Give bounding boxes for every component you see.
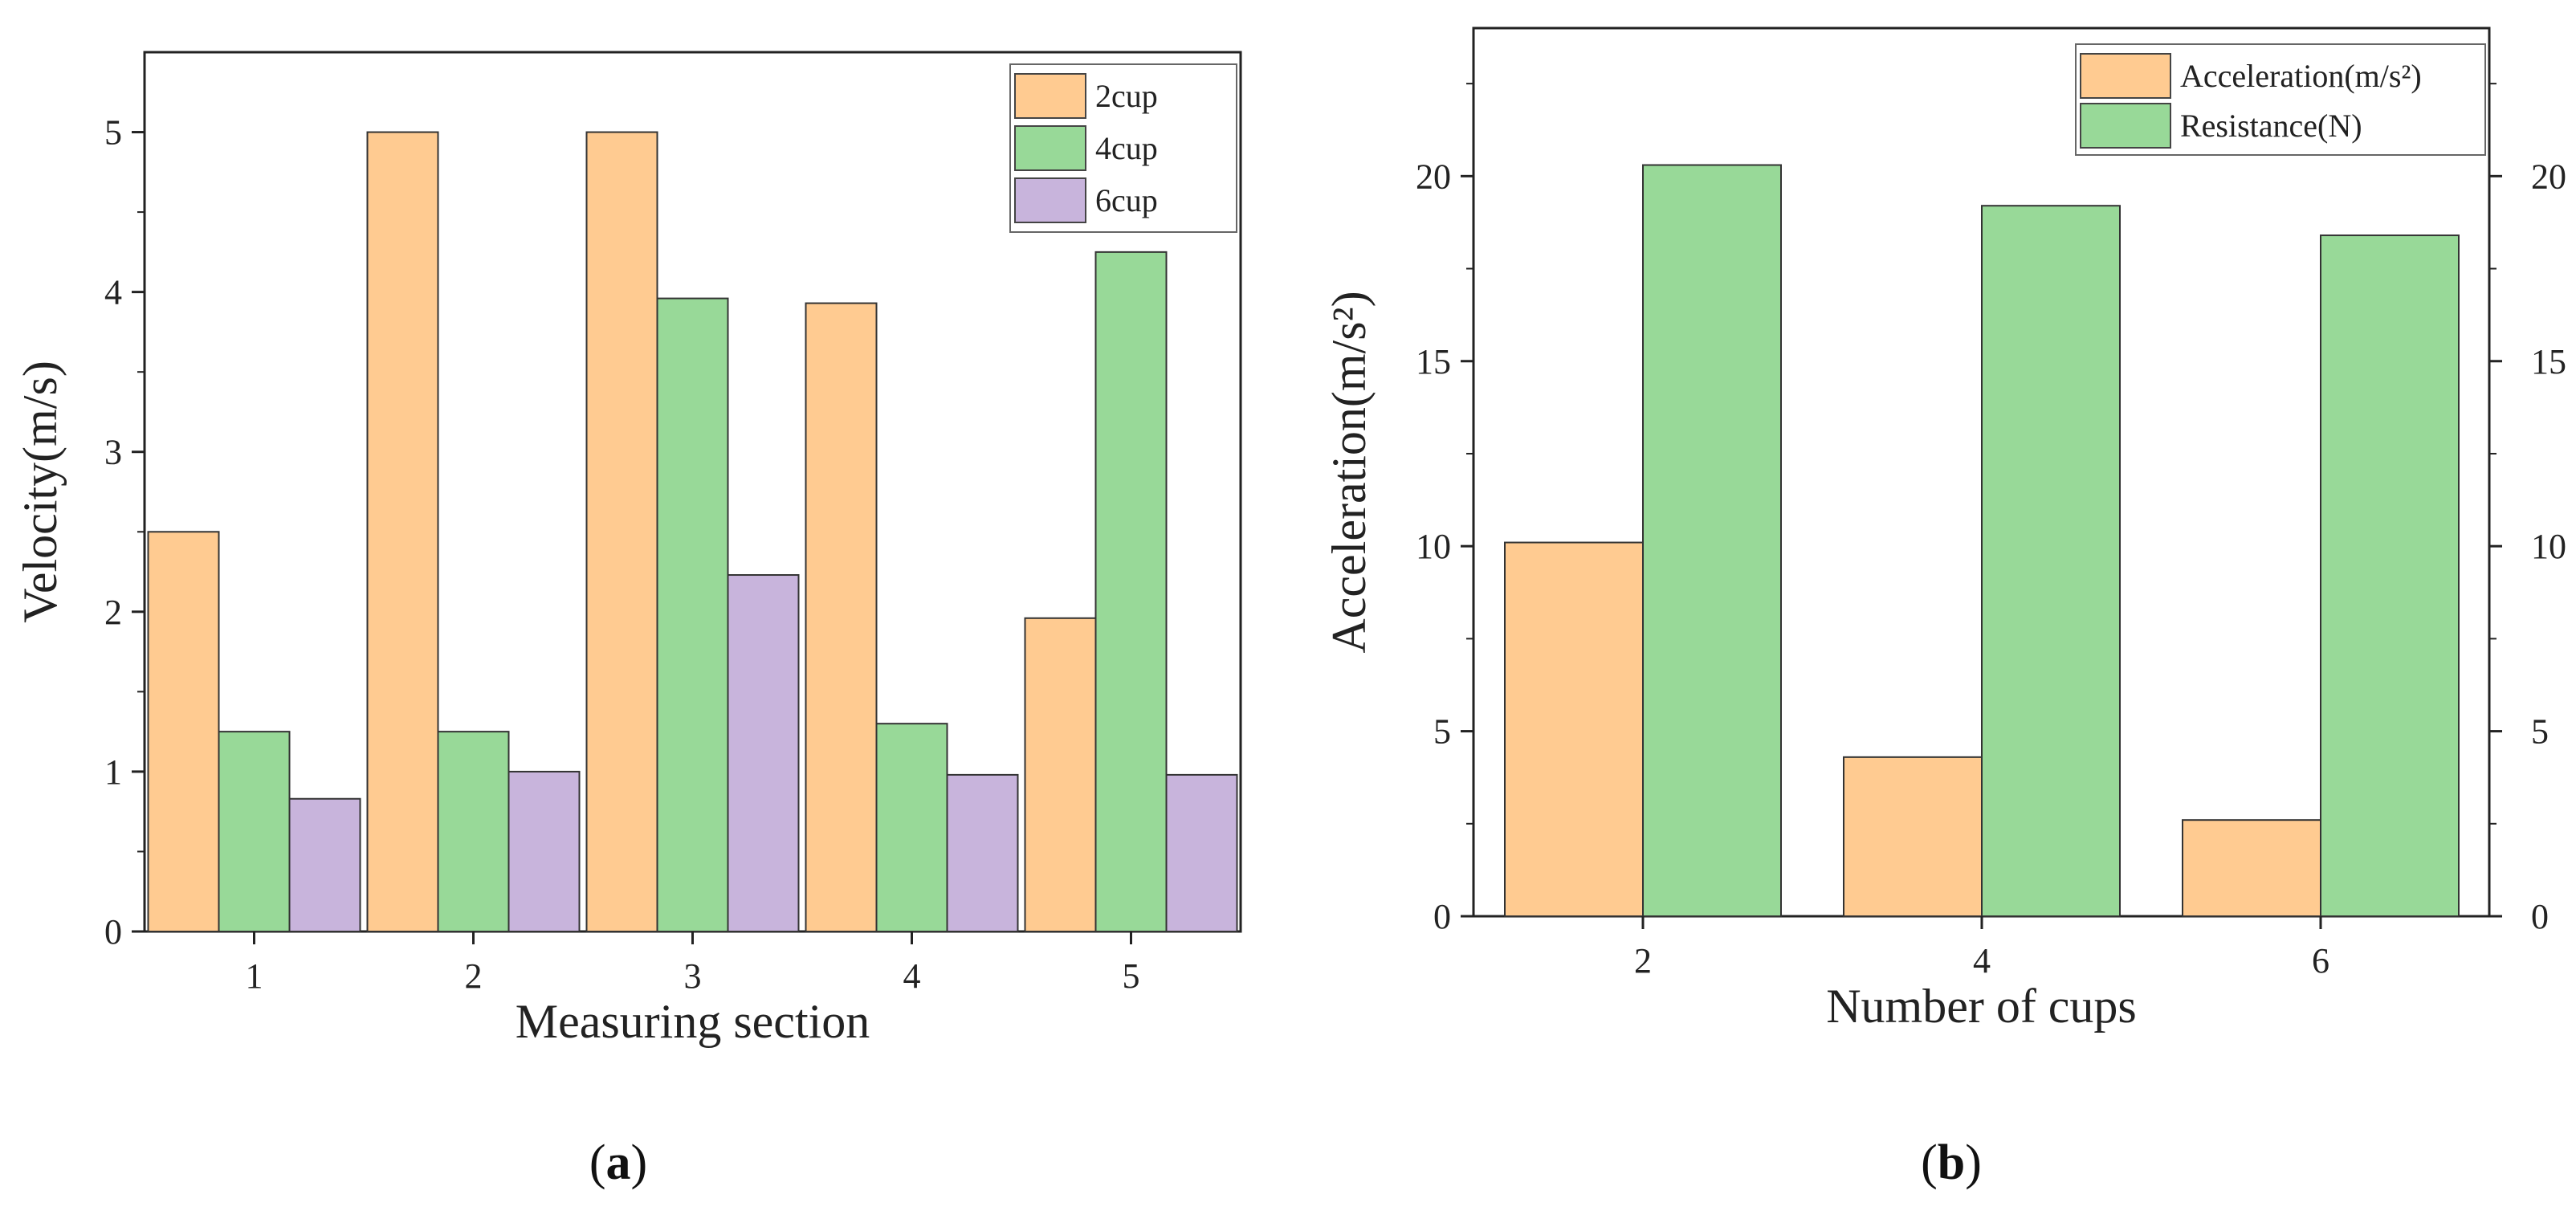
chart-a: 1 2 3 4 5 0 1 2 3 4 5 Measuring section Velocity(m/s… (14, 51, 1242, 1190)
subfigure-caption: (a) (589, 1135, 647, 1190)
y-axis-title: Velocity(m/s) (14, 361, 67, 623)
legend-label: 6cup (1095, 182, 1158, 218)
legend-label: 4cup (1095, 130, 1158, 166)
y-tick-label: 5 (104, 113, 122, 153)
bar-accelerationms-2 (1504, 541, 1644, 918)
x-axis-title: Measuring section (516, 995, 870, 1048)
x-tick-label: 4 (903, 956, 921, 996)
x-tick-label: 2 (465, 956, 483, 996)
bar-4cup-4 (875, 723, 948, 932)
bar-4cup-1 (218, 731, 291, 932)
x-tick-label: 6 (2312, 941, 2329, 980)
subfigure-caption: (b) (1921, 1135, 1982, 1190)
bar-6cup-3 (727, 574, 800, 932)
legend-swatch (1014, 125, 1086, 171)
y2-tick-label: 5 (2531, 712, 2549, 752)
y2-tick-label: 20 (2531, 157, 2566, 196)
y2-tick-label: 0 (2531, 897, 2549, 936)
bar-2cup-1 (147, 531, 220, 932)
y-tick-label: 3 (104, 433, 122, 472)
y-axis-title: Acceleration(m/s²) (1323, 291, 1376, 653)
chart-b: 2 4 6 0 5 10 15 20 0 5 10 15 20 Number of cups Acceler… (1323, 26, 2566, 1190)
bar-2cup-5 (1024, 617, 1097, 932)
legend: 2cup 4cup 6cup (1009, 63, 1237, 233)
y-tick-label: 15 (1416, 342, 1451, 381)
y-tick-label: 10 (1416, 527, 1451, 566)
y2-tick-label: 15 (2531, 342, 2566, 381)
legend-swatch (2080, 53, 2171, 99)
bar-accelerationms-6 (2182, 819, 2321, 918)
bar-accelerationms-4 (1843, 756, 1983, 918)
legend-label: 2cup (1095, 78, 1158, 114)
legend-label: Acceleration(m/s²) (2180, 58, 2422, 94)
y-tick-label: 1 (104, 752, 122, 792)
bar-2cup-3 (585, 131, 658, 932)
bar-resistancen-4 (1981, 205, 2121, 917)
bar-2cup-2 (366, 131, 439, 932)
y-tick-label: 20 (1416, 157, 1451, 196)
y-tick-label: 0 (104, 912, 122, 952)
x-tick-label: 4 (1973, 941, 1991, 980)
x-tick-label: 1 (246, 956, 263, 996)
legend-swatch (1014, 73, 1086, 119)
legend-swatch (1014, 177, 1086, 223)
bar-resistancen-2 (1642, 164, 1782, 917)
y-tick-label: 4 (104, 273, 122, 312)
legend-swatch (2080, 103, 2171, 149)
bar-6cup-2 (507, 770, 581, 933)
bar-4cup-2 (437, 731, 510, 932)
bar-6cup-5 (1165, 773, 1238, 933)
y-tick-label: 5 (1433, 712, 1451, 752)
x-tick-label: 2 (1634, 941, 1652, 980)
y-tick-label: 0 (1433, 897, 1451, 936)
bar-2cup-4 (805, 302, 878, 932)
x-tick-label: 5 (1123, 956, 1140, 996)
bar-6cup-1 (288, 797, 361, 932)
bar-resistancen-6 (2320, 234, 2460, 918)
y-tick-label: 2 (104, 593, 122, 632)
bar-4cup-3 (656, 297, 729, 933)
legend: Acceleration(m/s²) Resistance(N) (2075, 43, 2486, 156)
bar-6cup-4 (946, 773, 1019, 933)
x-tick-label: 3 (684, 956, 702, 996)
y2-tick-label: 10 (2531, 527, 2566, 566)
bar-4cup-5 (1094, 251, 1168, 932)
x-axis-title: Number of cups (1826, 980, 2137, 1033)
legend-label: Resistance(N) (2180, 108, 2362, 144)
